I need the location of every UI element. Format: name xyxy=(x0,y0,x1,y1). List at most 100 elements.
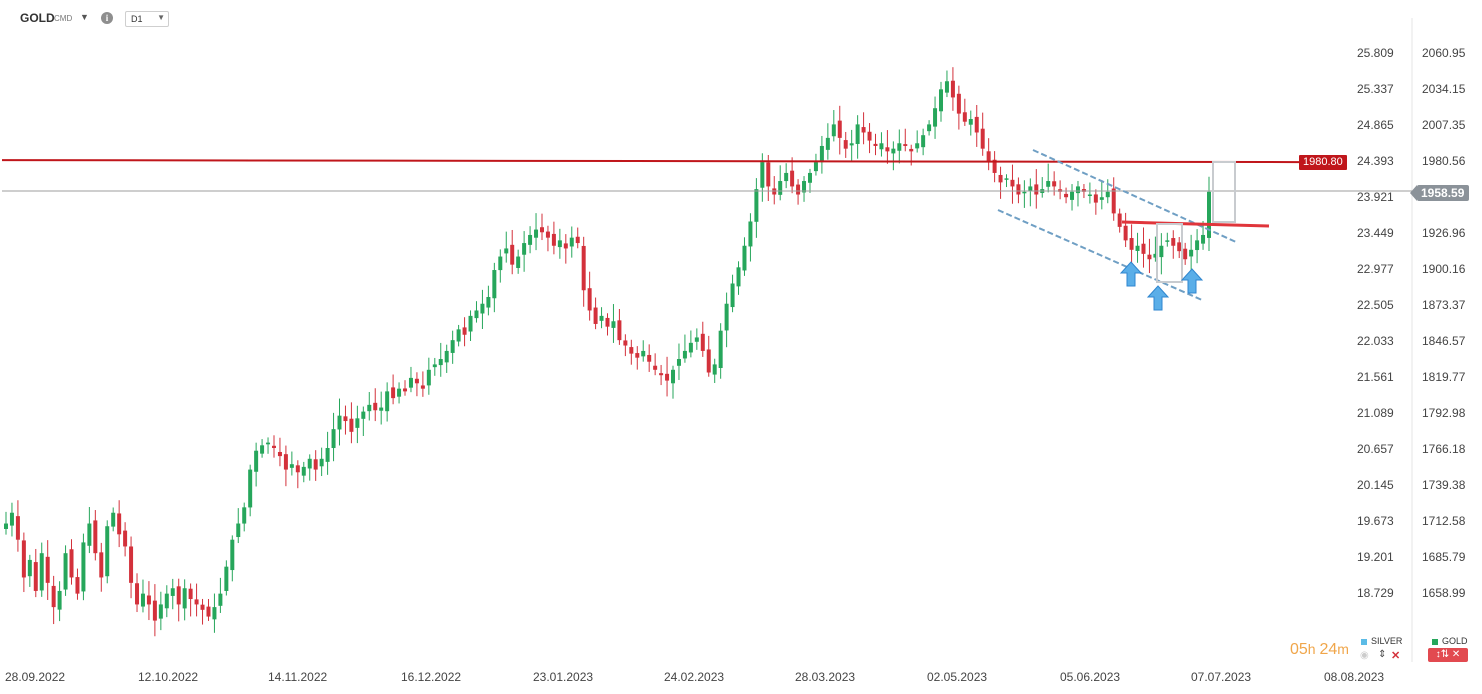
close-icon[interactable]: ✕ xyxy=(1391,650,1401,662)
candle-body xyxy=(271,445,276,449)
candle-body xyxy=(653,365,658,370)
candle-body xyxy=(933,108,938,127)
symbol-name[interactable]: GOLD xyxy=(20,11,55,25)
price-tick-label: 1685.79 xyxy=(1422,550,1466,564)
candle-body xyxy=(176,586,181,605)
candle-body xyxy=(313,459,318,470)
legend-item-silver[interactable]: SILVER xyxy=(1361,636,1402,646)
candle-body xyxy=(283,454,288,470)
candle-body xyxy=(534,229,539,238)
date-tick-label: 28.09.2022 xyxy=(5,670,66,684)
timer-hours-unit: h xyxy=(1307,641,1316,657)
candle-body xyxy=(754,189,759,222)
silver-tick-label: 18.729 xyxy=(1357,586,1394,600)
candle-body xyxy=(69,549,74,578)
silver-tick-label: 25.337 xyxy=(1357,82,1394,96)
timeframe-select[interactable]: D1 ▼ xyxy=(125,11,169,27)
candle-body xyxy=(248,469,253,508)
settings-icon[interactable]: ↕⇅ xyxy=(1435,649,1450,660)
candle-body xyxy=(123,530,128,547)
candle-body xyxy=(33,562,38,591)
silver-tick-label: 24.865 xyxy=(1357,118,1394,132)
candle-body xyxy=(200,604,205,610)
timer-minutes: 24 xyxy=(1319,641,1338,658)
candle-body xyxy=(665,373,670,381)
date-tick-label: 12.10.2022 xyxy=(138,670,199,684)
candle-body xyxy=(641,350,646,357)
candle-body xyxy=(897,143,902,151)
candle-body xyxy=(63,553,68,590)
candle-body xyxy=(629,347,634,354)
candle-body xyxy=(1016,184,1021,195)
candle-body xyxy=(599,315,604,321)
candle-body xyxy=(266,442,271,445)
candle-body xyxy=(135,583,140,605)
candle-body xyxy=(456,329,461,342)
silver-tick-label: 22.033 xyxy=(1357,334,1394,348)
candle-body xyxy=(974,116,979,133)
candle-body xyxy=(242,507,247,524)
price-tick-label: 2007.35 xyxy=(1422,118,1466,132)
channel-upper-line xyxy=(1032,149,1237,243)
candle-body xyxy=(462,327,467,335)
candle-body xyxy=(807,172,812,183)
legend-label-silver: SILVER xyxy=(1371,636,1403,646)
silver-tick-label: 23.449 xyxy=(1357,226,1394,240)
candle-body xyxy=(825,137,830,150)
candle-body xyxy=(403,388,408,392)
candle-body xyxy=(635,353,640,358)
candle-body xyxy=(414,378,419,384)
candle-body xyxy=(21,540,26,578)
candle-body xyxy=(790,170,795,187)
candle-body xyxy=(105,526,110,577)
date-tick-label: 07.07.2023 xyxy=(1191,670,1252,684)
candle-body xyxy=(1052,181,1057,187)
price-tick-label: 1819.77 xyxy=(1422,370,1466,384)
candle-body xyxy=(813,162,818,172)
eye-icon[interactable]: ◉ xyxy=(1360,650,1369,661)
candle-body xyxy=(569,237,574,247)
candle-body xyxy=(385,391,390,412)
candle-body xyxy=(140,593,145,607)
candle-body xyxy=(480,303,485,314)
candle-body xyxy=(986,151,991,163)
silver-tick-label: 21.561 xyxy=(1357,370,1394,384)
candle-body xyxy=(1195,240,1200,251)
candle-body xyxy=(349,418,354,432)
candle-body xyxy=(694,337,699,342)
candle-body xyxy=(1159,245,1164,258)
candle-body xyxy=(158,604,163,619)
silver-color-swatch xyxy=(1361,638,1367,645)
sort-icon[interactable]: ⇕ xyxy=(1378,649,1387,660)
info-icon[interactable]: i xyxy=(101,12,113,24)
silver-tick-label: 24.393 xyxy=(1357,154,1394,168)
candle-body xyxy=(1117,213,1122,227)
candle-body xyxy=(700,333,705,351)
date-tick-label: 23.01.2023 xyxy=(533,670,594,684)
symbol-dropdown-icon[interactable]: ▼ xyxy=(80,12,89,22)
candle-body xyxy=(861,127,866,133)
candle-body xyxy=(522,243,527,255)
candle-body xyxy=(1064,193,1069,198)
candle-body xyxy=(146,595,151,605)
up-arrow-icon xyxy=(1146,285,1170,311)
candle-body xyxy=(408,377,413,388)
candle-body xyxy=(164,593,169,609)
candle-body xyxy=(1207,191,1211,238)
symbol-type: CMD xyxy=(54,14,73,23)
candle-body xyxy=(849,143,854,146)
candle-body xyxy=(736,267,741,287)
candle-body xyxy=(391,387,396,399)
legend-item-gold[interactable]: GOLD xyxy=(1432,636,1468,646)
candle-body xyxy=(784,172,789,182)
candle-body xyxy=(337,415,342,430)
candle-body xyxy=(230,539,235,571)
candle-body xyxy=(962,112,967,122)
candle-body xyxy=(373,402,378,411)
close-icon[interactable]: ✕ xyxy=(1451,649,1461,660)
candle-countdown: 05h 24m xyxy=(1290,641,1349,659)
candle-body xyxy=(426,369,431,386)
candle-body xyxy=(87,523,92,546)
gold-series-controls[interactable]: ↕⇅ ✕ xyxy=(1428,648,1468,662)
